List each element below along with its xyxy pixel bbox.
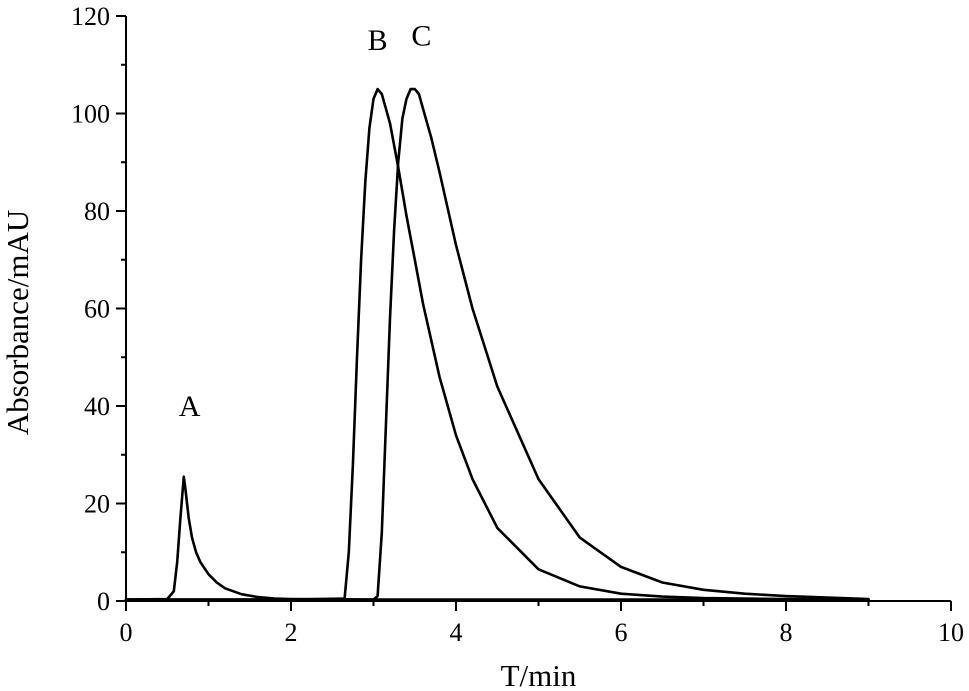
peak-label-b: B — [368, 24, 388, 57]
y-tick-label: 20 — [84, 490, 110, 519]
series-layer — [124, 87, 870, 601]
x-tick-label: 4 — [450, 618, 463, 647]
x-tick-label: 2 — [285, 618, 298, 647]
x-axis-title: T/min — [501, 658, 577, 691]
y-tick-label: 60 — [84, 295, 110, 324]
series-line-3 — [124, 87, 870, 601]
y-tick-label: 80 — [84, 197, 110, 226]
y-tick-label: 100 — [71, 100, 110, 129]
peak-label-c: C — [411, 19, 431, 52]
y-tick-label: 0 — [97, 587, 110, 616]
x-tick-label: 0 — [120, 618, 133, 647]
x-tick-label: 6 — [615, 618, 628, 647]
x-tick-label: 10 — [938, 618, 964, 647]
labels-layer: A B C — [179, 19, 432, 423]
series-line-1 — [124, 475, 870, 601]
series-line-2 — [124, 87, 870, 601]
y-tick-label: 40 — [84, 392, 110, 421]
y-axis-title: Absorbance/mAU — [0, 210, 35, 436]
peak-label-a: A — [179, 390, 201, 423]
x-tick-label: 8 — [780, 618, 793, 647]
y-tick-label: 120 — [71, 2, 110, 31]
